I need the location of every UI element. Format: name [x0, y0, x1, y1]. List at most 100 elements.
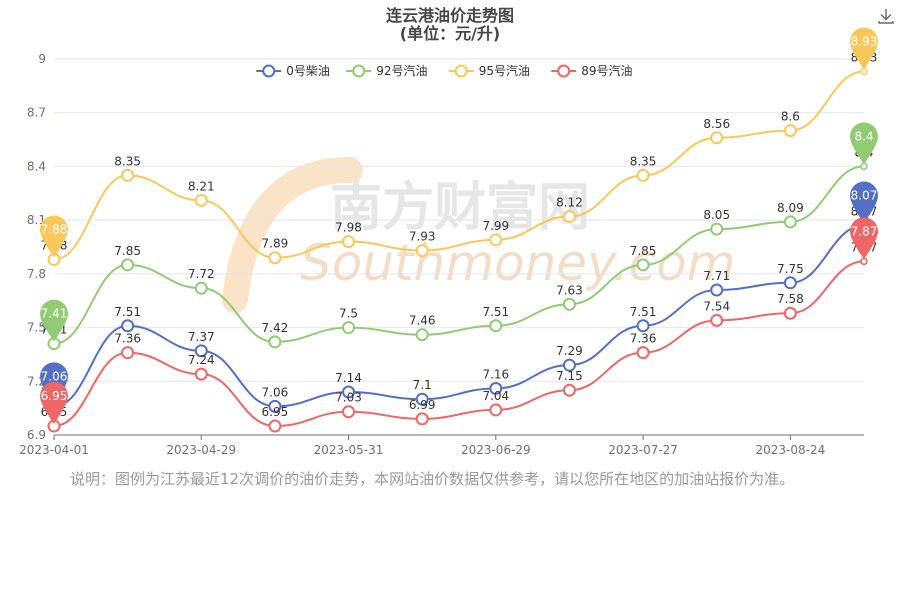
data-label: 7.46: [409, 314, 436, 328]
data-point: [268, 251, 282, 265]
data-label: 7.51: [114, 305, 141, 319]
data-point: [268, 399, 282, 413]
data-point: [783, 276, 797, 290]
data-label: 7.99: [482, 219, 509, 233]
data-point: [342, 235, 356, 249]
data-point: [415, 392, 429, 406]
data-label: 7.85: [630, 244, 657, 258]
data-label: 7.15: [556, 369, 583, 383]
data-point: [710, 222, 724, 236]
marker-pin-label: 7.87: [851, 224, 878, 238]
data-point: [489, 319, 503, 333]
marker-pin: [850, 217, 878, 260]
chart-grid: 6.97.27.57.88.18.48.79: [27, 52, 864, 442]
data-point: [562, 358, 576, 372]
data-point: [783, 215, 797, 229]
data-point: [342, 321, 356, 335]
marker-pin: [40, 215, 68, 258]
marker-pin-label: 8.93: [851, 35, 878, 49]
data-point: [710, 313, 724, 327]
data-point: [121, 346, 135, 360]
marker-pin: [850, 27, 878, 70]
series-line-2: [53, 70, 865, 261]
data-label: 7.37: [188, 330, 215, 344]
series-line-1: [53, 165, 865, 345]
data-point: [342, 405, 356, 419]
x-tick-label: 2023-05-31: [314, 443, 384, 457]
marker-pin-label: 7.88: [41, 223, 68, 237]
marker-pin-label: 7.41: [41, 307, 68, 321]
chart-series: [47, 67, 868, 433]
data-point: [268, 335, 282, 349]
legend-label-0: 0号柴油: [286, 64, 330, 78]
data-point: [636, 346, 650, 360]
data-label: 7.75: [777, 262, 804, 276]
data-point: [194, 367, 208, 381]
data-label: 8.35: [630, 154, 657, 168]
data-point: [783, 306, 797, 320]
y-tick-label: 7.8: [27, 267, 46, 281]
download-icon[interactable]: [876, 6, 896, 26]
data-point: [415, 328, 429, 342]
data-label: 7.58: [777, 292, 804, 306]
data-label: 7.1: [413, 378, 432, 392]
data-point: [489, 403, 503, 417]
data-label: 8.09: [777, 201, 804, 215]
data-label: 7.14: [335, 371, 362, 385]
x-tick-label: 2023-08-24: [755, 443, 825, 457]
data-point: [562, 383, 576, 397]
data-label: 7.93: [409, 230, 436, 244]
data-point: [710, 283, 724, 297]
data-label: 8.56: [703, 117, 730, 131]
y-tick-label: 8.4: [27, 159, 46, 173]
data-label: 7.42: [262, 321, 289, 335]
legend-label-1: 92号汽油: [376, 63, 427, 78]
watermark-swoosh: [222, 157, 363, 313]
y-tick-label: 8.7: [27, 106, 46, 120]
data-label: 7.51: [482, 305, 509, 319]
data-label: 8.35: [114, 154, 141, 168]
marker-pin: [40, 299, 68, 342]
data-point: [268, 419, 282, 433]
data-point: [489, 233, 503, 247]
data-point: [636, 319, 650, 333]
chart-legend[interactable]: 0号柴油 92号汽油 95号汽油 89号汽油: [256, 63, 633, 78]
marker-pin: [40, 382, 68, 425]
legend-marker-0: [262, 64, 276, 78]
y-tick-label: 7.5: [27, 321, 46, 335]
x-tick-label: 2023-07-27: [608, 443, 678, 457]
legend-marker-2: [454, 64, 468, 78]
data-label: 7.5: [339, 307, 358, 321]
data-label: 8.21: [188, 179, 215, 193]
data-point: [415, 244, 429, 258]
data-point: [562, 297, 576, 311]
legend-marker-3: [557, 64, 571, 78]
data-point: [121, 319, 135, 333]
data-label: 6.99: [409, 398, 436, 412]
data-label: 7.98: [335, 221, 362, 235]
legend-marker-1: [352, 64, 366, 78]
marker-pin: [850, 122, 878, 165]
data-point: [415, 412, 429, 426]
y-tick-label: 8.1: [27, 213, 46, 227]
marker-pin-label: 8.07: [851, 189, 878, 203]
chart-subtitle: (单位：元/升): [400, 24, 500, 43]
series-line-0: [53, 224, 865, 408]
data-point: [194, 193, 208, 207]
legend-label-3: 89号汽油: [581, 63, 632, 78]
data-label: 7.03: [335, 391, 362, 405]
data-point: [121, 258, 135, 272]
data-point: [636, 258, 650, 272]
series-line-3: [53, 260, 865, 428]
data-label: 7.63: [556, 283, 583, 297]
marker-pin-label: 6.95: [41, 389, 68, 403]
data-point: [636, 168, 650, 182]
x-tick-label: 2023-04-01: [19, 443, 89, 457]
chart-markers: 7.06 8.07 7.41 8.4 7.88 8.93 6.95 7.87: [40, 27, 878, 425]
data-label: 7.06: [262, 385, 289, 399]
y-tick-label: 9: [38, 52, 46, 66]
data-label: 7.71: [703, 269, 730, 283]
x-tick-label: 2023-06-29: [461, 443, 531, 457]
